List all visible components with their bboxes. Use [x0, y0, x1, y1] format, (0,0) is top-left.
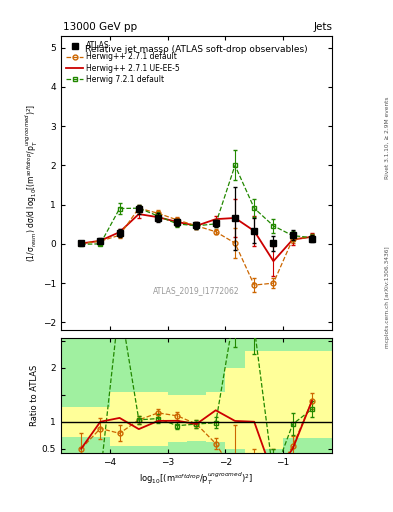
- Bar: [110, 338, 129, 453]
- Bar: [168, 395, 187, 442]
- Bar: [206, 338, 225, 453]
- Text: mcplots.cern.ch [arXiv:1306.3436]: mcplots.cern.ch [arXiv:1306.3436]: [385, 246, 389, 348]
- Y-axis label: Ratio to ATLAS: Ratio to ATLAS: [30, 365, 39, 426]
- Bar: [110, 392, 129, 446]
- Bar: [225, 368, 245, 449]
- Text: ATLAS_2019_I1772062: ATLAS_2019_I1772062: [153, 286, 240, 295]
- Bar: [129, 392, 148, 446]
- Bar: [245, 351, 264, 460]
- Bar: [206, 392, 225, 442]
- Bar: [264, 338, 283, 453]
- Bar: [148, 392, 168, 446]
- Text: Relative jet massρ (ATLAS soft-drop observables): Relative jet massρ (ATLAS soft-drop obse…: [85, 45, 308, 54]
- Bar: [148, 338, 168, 453]
- Text: Jets: Jets: [313, 22, 332, 32]
- Bar: [283, 338, 332, 453]
- Text: Rivet 3.1.10, ≥ 2.9M events: Rivet 3.1.10, ≥ 2.9M events: [385, 97, 389, 180]
- Bar: [61, 407, 91, 437]
- Bar: [225, 338, 245, 453]
- Bar: [245, 338, 264, 453]
- Bar: [61, 338, 91, 453]
- Bar: [91, 338, 110, 453]
- Bar: [264, 351, 283, 449]
- Bar: [91, 407, 110, 437]
- X-axis label: log$_{10}$[(m$^{soft drop}$/p$_T^{ungroomed}$)$^2$]: log$_{10}$[(m$^{soft drop}$/p$_T^{ungroo…: [140, 471, 253, 487]
- Bar: [187, 338, 206, 453]
- Y-axis label: (1/σ$_{resm}$) dσ/d log$_{10}$[(m$^{soft drop}$/p$_T^{ungroomed}$)$^2$]: (1/σ$_{resm}$) dσ/d log$_{10}$[(m$^{soft…: [24, 104, 40, 262]
- Bar: [283, 351, 332, 438]
- Bar: [129, 338, 148, 453]
- Text: 13000 GeV pp: 13000 GeV pp: [63, 22, 137, 32]
- Bar: [187, 395, 206, 441]
- Legend: ATLAS, Herwig++ 2.7.1 default, Herwig++ 2.7.1 UE-EE-5, Herwig 7.2.1 default: ATLAS, Herwig++ 2.7.1 default, Herwig++ …: [63, 38, 183, 87]
- Bar: [168, 338, 187, 453]
